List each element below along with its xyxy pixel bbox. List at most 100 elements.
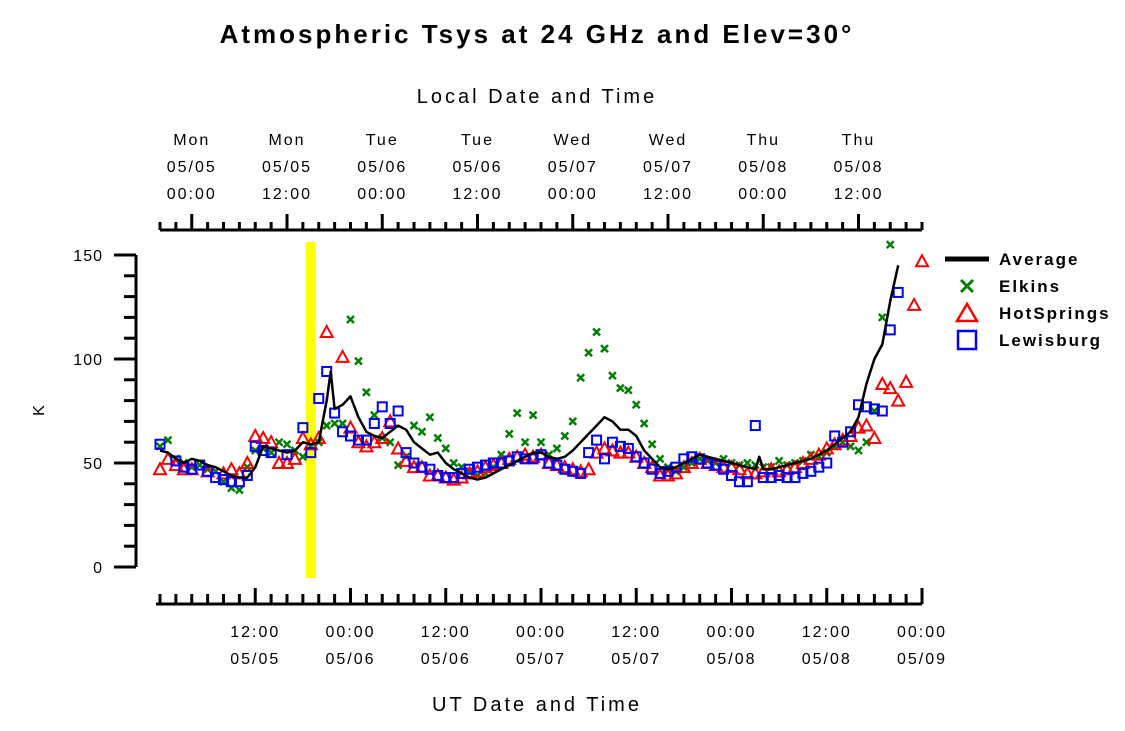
lewisburg-point xyxy=(733,476,745,488)
x-stroke xyxy=(441,444,451,453)
lewisburg-point xyxy=(154,438,166,450)
bottom-tick-date: 05/07 xyxy=(611,651,661,668)
elkins-point xyxy=(369,410,379,420)
hotsprings-point xyxy=(239,454,255,469)
highlight-band xyxy=(305,242,316,578)
top-tick-day: Wed xyxy=(553,132,592,149)
legend: Average Elkins HotSprings Lewisburg xyxy=(945,250,1111,351)
elkins-point xyxy=(568,417,578,426)
elkins-point xyxy=(552,444,562,453)
lewisburg-point xyxy=(845,426,857,438)
x-stroke xyxy=(608,371,617,381)
elkins-point xyxy=(600,344,609,353)
hotsprings-point xyxy=(882,380,898,395)
x-stroke xyxy=(385,437,395,447)
top-tick-time: 00:00 xyxy=(167,186,217,203)
lewisburg-point xyxy=(495,457,507,469)
elkins-point xyxy=(774,456,784,466)
elkins-point xyxy=(163,435,173,445)
elkins-point xyxy=(576,373,586,383)
elkins-point xyxy=(330,419,340,428)
x-stroke xyxy=(393,460,403,470)
top-tick-day: Wed xyxy=(649,132,688,149)
lewisburg-point xyxy=(702,457,714,469)
x-stroke xyxy=(885,240,895,249)
elkins-point xyxy=(639,419,649,428)
hotsprings-legend-label: HotSprings xyxy=(999,304,1111,323)
lewisburg-point xyxy=(781,472,793,484)
elkins-point xyxy=(504,429,514,439)
top-tick-date: 05/06 xyxy=(452,159,502,176)
lewisburg-point xyxy=(853,399,864,411)
bottom-tick-time: 00:00 xyxy=(516,624,566,641)
top-tick-time: 12:00 xyxy=(833,186,883,203)
elkins-point xyxy=(608,371,617,381)
y-axis-title: K xyxy=(31,404,48,416)
x-stroke xyxy=(409,421,419,430)
lewisburg-point xyxy=(384,417,396,429)
hotsprings-legend-swatch xyxy=(954,301,980,323)
lewisburg-point xyxy=(440,472,452,484)
x-stroke xyxy=(655,454,665,464)
top-tick-date: 05/07 xyxy=(643,159,693,176)
elkins-point xyxy=(520,437,530,447)
x-stroke xyxy=(877,313,887,322)
elkins-point xyxy=(234,485,244,495)
lewisburg-point xyxy=(218,474,229,486)
top-tick-time: 12:00 xyxy=(643,186,693,203)
lewisburg-point xyxy=(892,286,904,298)
lewisburg-point xyxy=(741,476,753,488)
y-tick-label: 100 xyxy=(73,352,103,369)
hotsprings-point xyxy=(914,253,930,268)
top-tick-date: 05/07 xyxy=(548,159,598,176)
top-tick-date: 05/08 xyxy=(833,159,883,176)
x-stroke xyxy=(600,344,609,353)
x-stroke xyxy=(425,412,435,422)
elkins-point xyxy=(417,427,427,437)
lewisburg-point xyxy=(313,393,325,405)
top-tick-time: 00:00 xyxy=(738,186,788,203)
x-stroke xyxy=(496,450,506,460)
bottom-tick-time: 12:00 xyxy=(802,624,852,641)
elkins-point xyxy=(346,315,355,324)
x-stroke xyxy=(576,373,586,383)
lewisburg-point xyxy=(583,447,595,459)
elkins-point xyxy=(282,439,292,449)
top-tick-date: 05/05 xyxy=(167,159,217,176)
lewisburg-point xyxy=(599,453,610,465)
y-tick-label: 0 xyxy=(93,560,103,577)
lewisburg-point xyxy=(884,324,896,336)
bottom-tick-date: 05/08 xyxy=(706,651,756,668)
elkins-point xyxy=(425,412,435,422)
lewisburg-point xyxy=(821,457,833,469)
x-stroke xyxy=(536,437,546,447)
lewisburg-point xyxy=(400,447,412,459)
lewisburg-point xyxy=(757,472,769,484)
top-tick-time: 12:00 xyxy=(452,186,502,203)
hotsprings-point xyxy=(898,373,914,388)
bottom-tick-time: 12:00 xyxy=(421,624,471,641)
bottom-tick-time: 12:00 xyxy=(611,624,661,641)
lewisburg-point xyxy=(202,465,214,477)
axes: Mon 05/05 00:00 Mon 05/05 12:00 Tue 05/06 00:00 T… xyxy=(73,132,945,668)
x-stroke xyxy=(846,441,855,451)
lewisburg-point xyxy=(654,467,666,479)
x-stroke xyxy=(369,410,379,420)
lewisburg-point xyxy=(225,476,237,488)
x-stroke xyxy=(592,327,601,337)
hotsprings-point xyxy=(152,461,168,476)
x-stroke xyxy=(338,419,347,428)
elkins-legend-label: Elkins xyxy=(999,277,1061,296)
highlight-layer xyxy=(305,242,316,578)
x-stroke xyxy=(504,429,514,439)
chart-title: Atmospheric Tsys at 24 GHz and Elev=30° xyxy=(220,19,855,49)
lewisburg-point xyxy=(424,463,436,475)
bottom-tick-time: 00:00 xyxy=(325,624,375,641)
x-stroke xyxy=(854,446,863,455)
lewisburg-point xyxy=(281,449,293,461)
elkins-point xyxy=(512,408,522,418)
lewisburg-points xyxy=(154,286,904,488)
hotsprings-point xyxy=(319,323,335,338)
lewisburg-legend-swatch xyxy=(956,329,978,351)
